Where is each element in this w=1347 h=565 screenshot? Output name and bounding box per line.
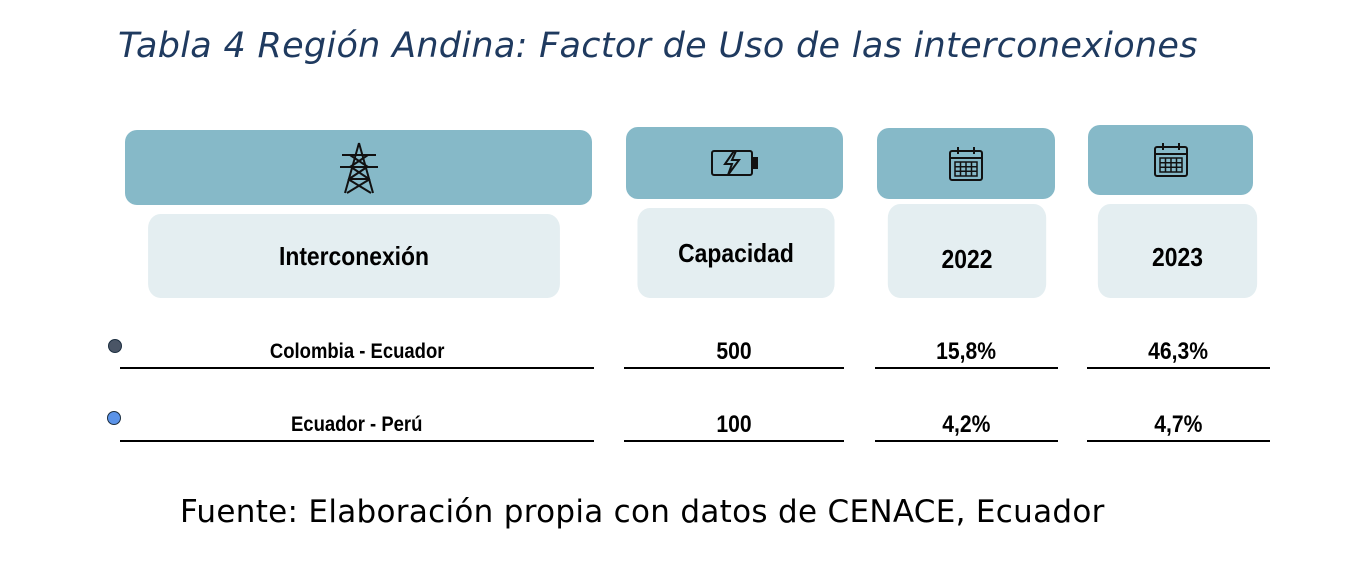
row-bullet [108, 339, 122, 353]
battery-header-box [626, 127, 843, 199]
cell-text: Colombia - Ecuador [269, 340, 445, 363]
table-cell-2022: 4,2% [875, 410, 1058, 442]
row-bullet [107, 411, 121, 425]
cell-text: 46,3% [1148, 338, 1209, 365]
header-2022: 2022 [887, 204, 1047, 298]
tower-header-box [125, 130, 592, 205]
table-title: Tabla 4 Región Andina: Factor de Uso de … [118, 26, 1198, 66]
battery-charging-icon [710, 150, 758, 176]
table-cell-capacidad: 500 [624, 337, 844, 369]
table-cell-2023: 46,3% [1087, 337, 1270, 369]
table-cell-2023: 4,7% [1087, 410, 1270, 442]
calendar-icon [949, 146, 983, 181]
header-capacidad: Capacidad [637, 208, 835, 298]
table-cell-interconexion: Colombia - Ecuador [120, 337, 594, 369]
header-2023: 2023 [1097, 204, 1258, 298]
cell-text: Ecuador - Perú [291, 413, 423, 436]
transmission-tower-icon [339, 142, 378, 194]
cell-text: 500 [716, 338, 752, 365]
calendar-icon [1153, 143, 1188, 177]
cell-text: 4,7% [1154, 411, 1203, 438]
table-cell-interconexion: Ecuador - Perú [120, 410, 594, 442]
cell-text: 15,8% [936, 338, 997, 365]
cell-text: 100 [716, 411, 752, 438]
source-note: Fuente: Elaboración propia con datos de … [180, 494, 1105, 530]
header-interconexion: Interconexión [148, 214, 560, 298]
table-cell-capacidad: 100 [624, 410, 844, 442]
calendar-2023-header-box [1088, 125, 1253, 195]
calendar-2022-header-box [877, 128, 1055, 199]
table-cell-2022: 15,8% [875, 337, 1058, 369]
cell-text: 4,2% [942, 411, 991, 438]
